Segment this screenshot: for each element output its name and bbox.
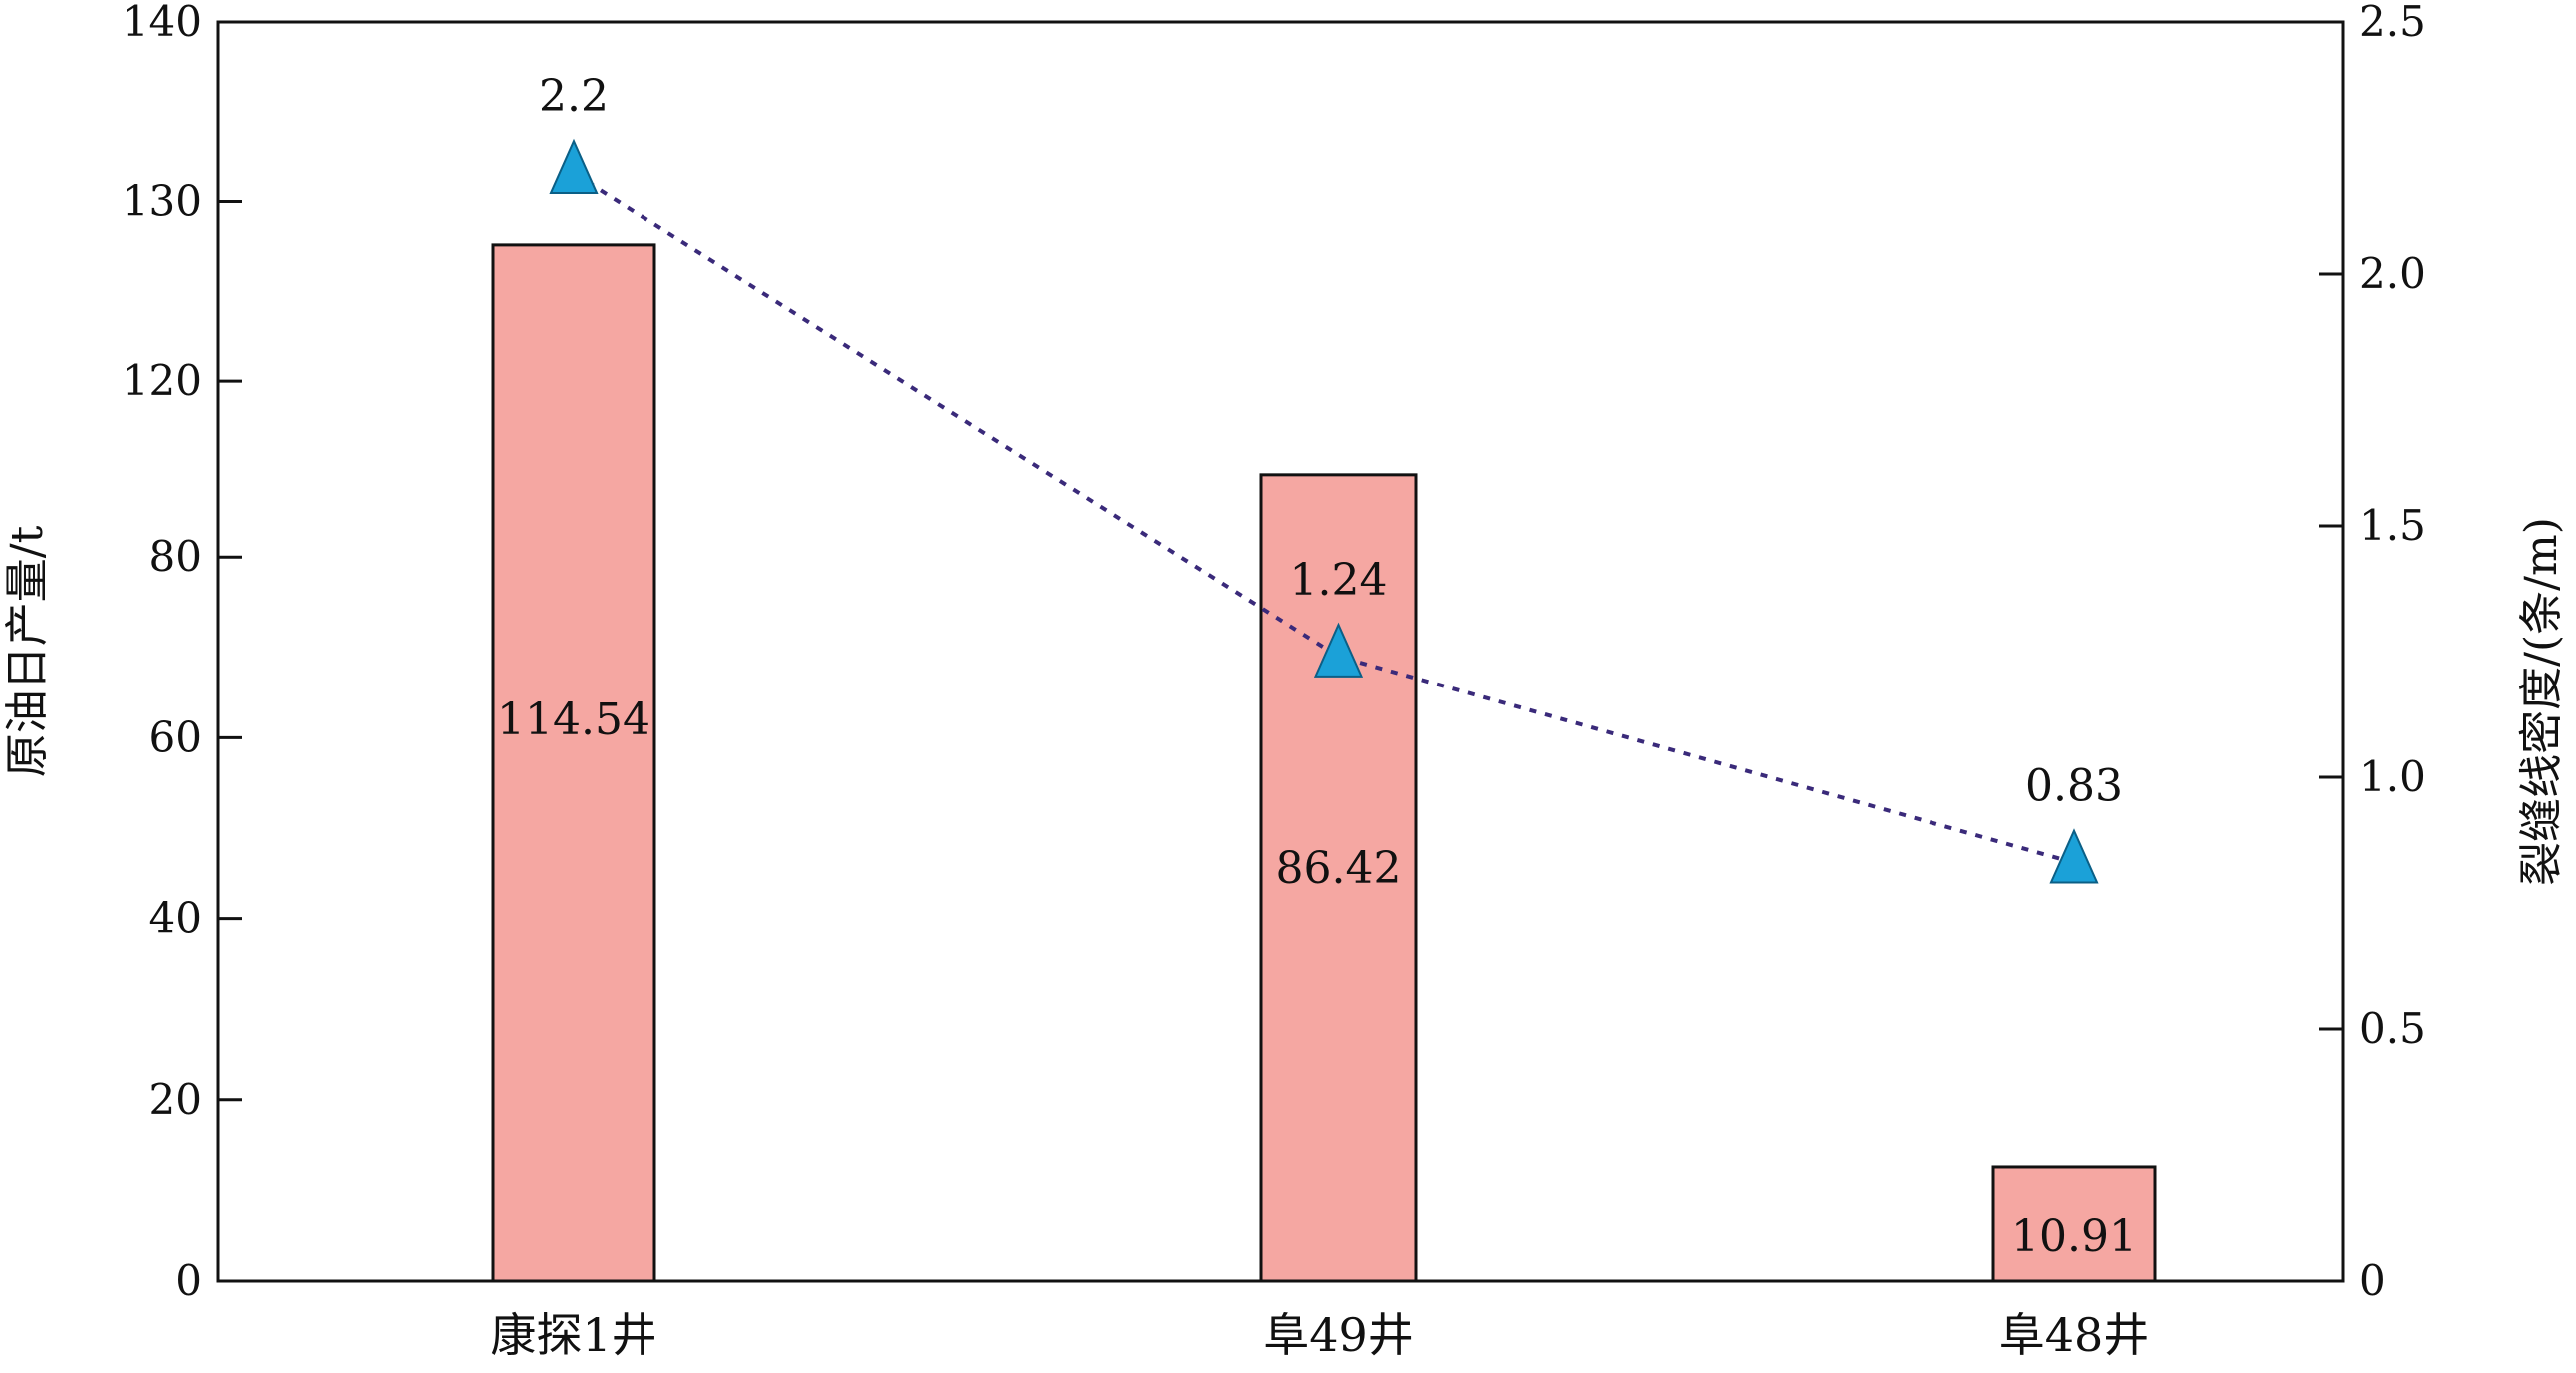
density-marker	[549, 138, 599, 195]
y-tick-label: 60	[149, 712, 202, 761]
x-category-label: 阜49井	[1263, 1308, 1414, 1362]
y-axis-label: 原油日产量/t	[2, 525, 53, 777]
density-marker	[2049, 828, 2099, 884]
bar-value-label: 114.54	[497, 694, 650, 745]
y-tick-label: 20	[149, 1075, 202, 1124]
left-axis: 0 20 40 60 80 120 130 140	[122, 0, 242, 1305]
density-marker	[1313, 622, 1364, 678]
bar-value-label: 86.42	[1276, 843, 1402, 894]
y2-tick-label: 0.5	[2359, 1004, 2426, 1053]
bar-1	[491, 243, 656, 1283]
bar-value-label: 10.91	[2011, 1211, 2137, 1262]
density-value-label: 1.24	[1290, 555, 1388, 606]
y2-tick-label: 0	[2359, 1256, 2386, 1305]
y-tick-label: 80	[149, 532, 202, 581]
y-tick-label: 0	[175, 1256, 202, 1305]
x-category-label: 康探1井	[490, 1308, 656, 1362]
y-tick-label: 40	[149, 894, 202, 943]
y-tick-label: 120	[122, 356, 202, 405]
density-value-label: 2.2	[539, 71, 609, 122]
y2-tick-label: 1.5	[2359, 501, 2426, 550]
density-value-label: 0.83	[2025, 761, 2123, 812]
y-tick-label: 140	[122, 0, 202, 46]
right-axis: 0 0.5 1.0 1.5 2.0 2.5	[2319, 0, 2426, 1305]
x-axis: 康探1井 阜49井 阜48井	[490, 1308, 2149, 1362]
y2-axis-label: 裂缝线密度/(条/m)	[2516, 517, 2567, 886]
line-layer: 2.2 1.24 0.83	[539, 71, 2123, 884]
y2-tick-label: 2.0	[2359, 249, 2426, 298]
bar-2	[1259, 473, 1418, 1283]
y-tick-label: 130	[122, 177, 202, 226]
bars-layer: 114.54 86.42 10.91	[491, 243, 2157, 1283]
x-category-label: 阜48井	[1999, 1308, 2150, 1362]
y2-tick-label: 2.5	[2359, 0, 2426, 46]
bar-3	[1991, 1165, 2157, 1283]
y2-tick-label: 1.0	[2359, 752, 2426, 801]
